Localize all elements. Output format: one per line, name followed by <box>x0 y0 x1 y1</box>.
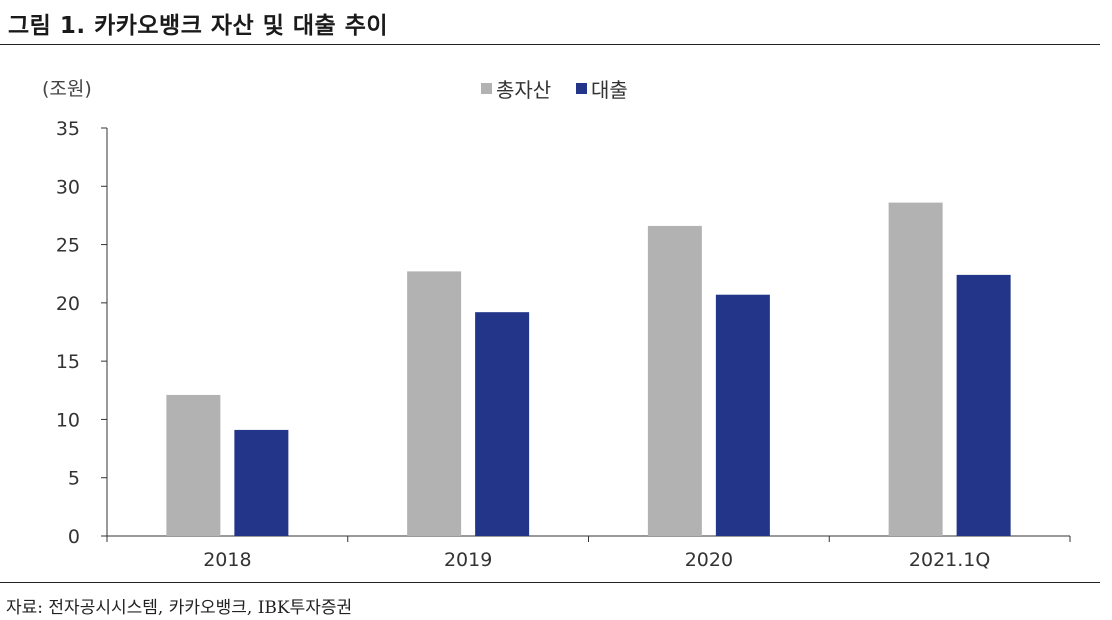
bar-total-assets <box>888 202 943 536</box>
figure-title: 그림 1. 카카오뱅크 자산 및 대출 추이 <box>8 13 389 39</box>
bar-loans <box>234 429 289 536</box>
x-tick-label: 2019 <box>444 549 492 571</box>
legend-swatch <box>481 83 492 94</box>
y-tick-label: 20 <box>56 293 80 315</box>
bar-chart: 0 5 10 15 20 25 30 35 2018 2019 2020 2021.1Q 총자산 대출 <box>56 78 1071 571</box>
y-tick-label: 30 <box>56 176 80 198</box>
legend-swatch <box>576 83 587 94</box>
bar-loans <box>475 312 530 536</box>
bottom-rule <box>0 582 1100 583</box>
bars <box>166 202 1011 537</box>
x-tick-label: 2021.1Q <box>909 549 990 571</box>
y-tick-label: 35 <box>56 118 80 140</box>
x-tick-label: 2018 <box>203 549 251 571</box>
legend-label: 대출 <box>591 78 628 102</box>
y-unit-label: (조원) <box>42 78 92 100</box>
bar-loans <box>956 274 1011 536</box>
y-tick-label: 5 <box>68 468 80 490</box>
bar-total-assets <box>647 225 702 537</box>
y-axis: 0 5 10 15 20 25 30 35 <box>56 118 108 548</box>
y-tick-label: 15 <box>56 351 80 373</box>
y-tick-label: 0 <box>68 526 80 548</box>
y-tick-label: 10 <box>56 409 80 431</box>
y-tick-label: 25 <box>56 235 80 257</box>
bar-total-assets <box>166 394 221 536</box>
x-axis: 2018 2019 2020 2021.1Q <box>106 535 1071 571</box>
legend: 총자산 대출 <box>481 78 628 102</box>
top-rule <box>0 44 1100 45</box>
bar-total-assets <box>407 271 462 536</box>
x-tick-label: 2020 <box>685 549 733 571</box>
source-note: 자료: 전자공시시스템, 카카오뱅크, IBK투자증권 <box>6 598 353 618</box>
legend-label: 총자산 <box>496 78 551 102</box>
bar-loans <box>715 294 770 536</box>
